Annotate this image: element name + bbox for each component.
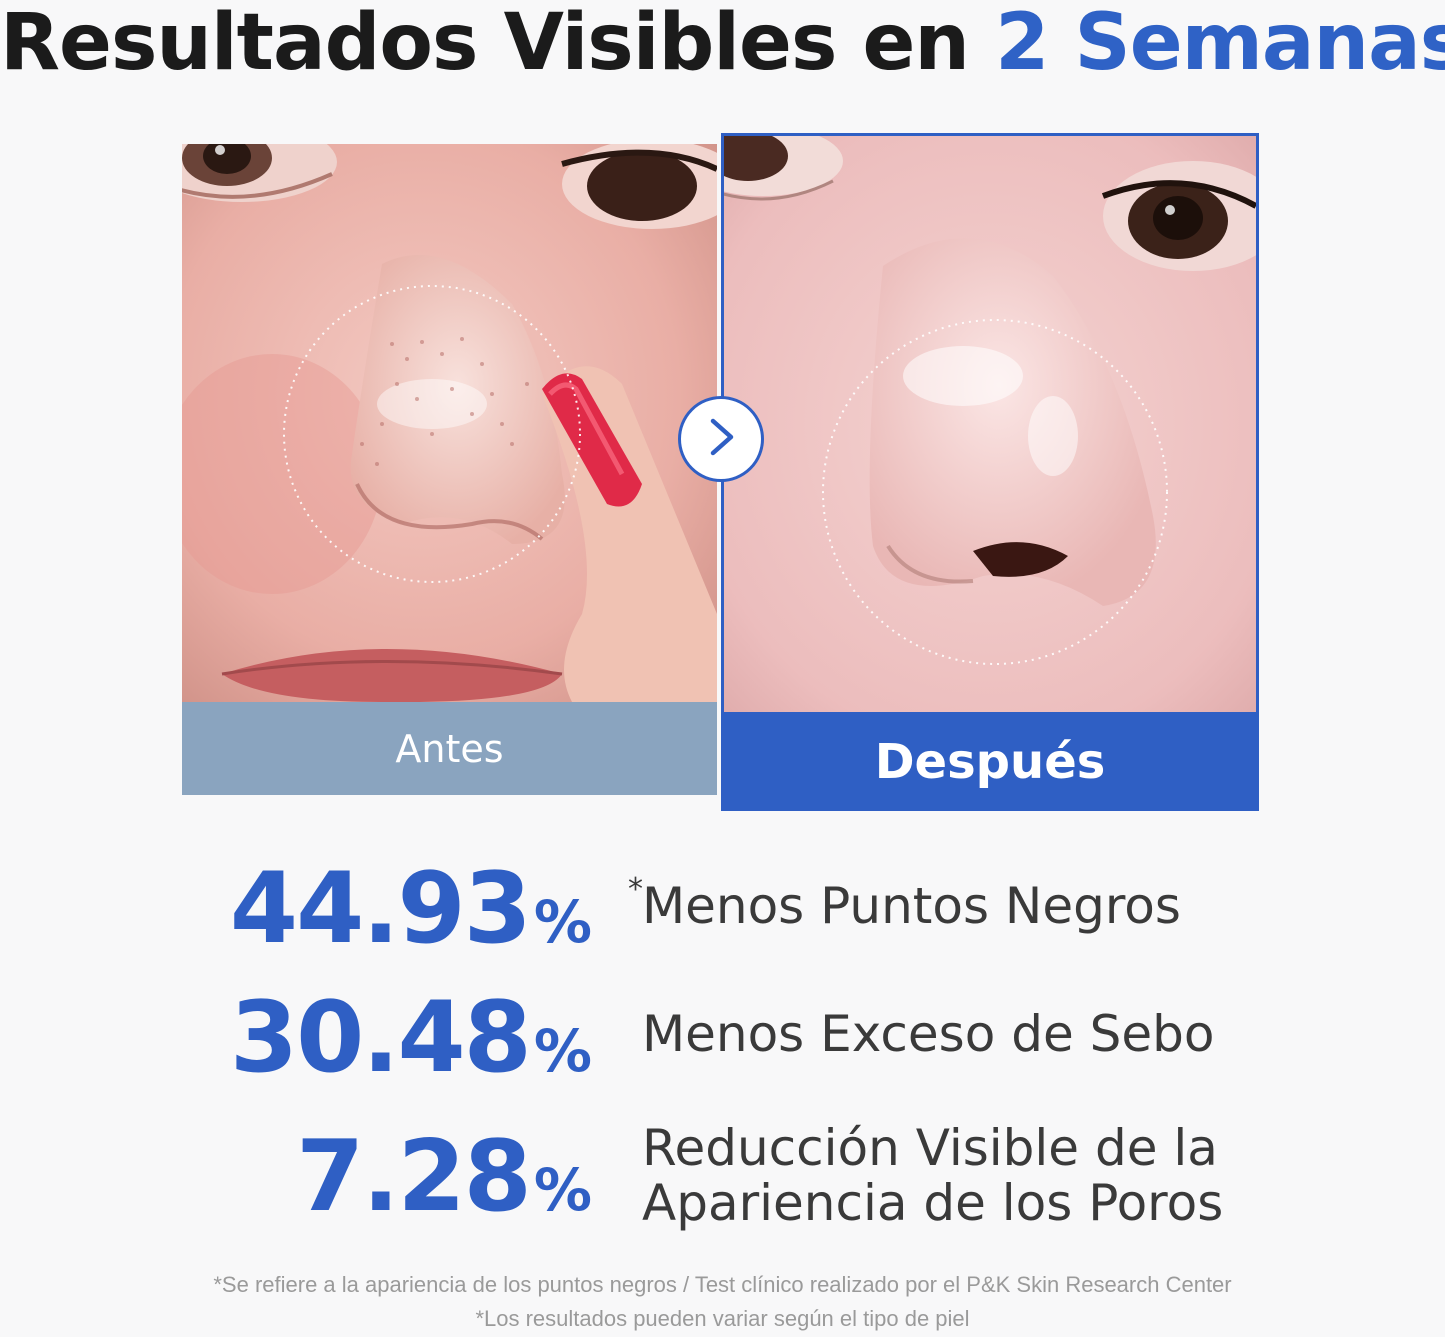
after-photo xyxy=(723,136,1256,712)
stat-label-pores-line1: Reducción Visible de la xyxy=(642,1119,1218,1177)
footnote-results: *Los resultados pueden variar según el t… xyxy=(475,1306,970,1331)
stat-number: 30.48 xyxy=(229,981,532,1095)
after-label: Después xyxy=(721,712,1259,811)
stat-value-sebum: 30.48% xyxy=(230,981,592,1095)
stat-label-pores-line2: Apariencia de los Poros xyxy=(642,1174,1224,1232)
footnote-clinical: *Se refiere a la apariencia de los punto… xyxy=(213,1272,1232,1297)
stat-unit: % xyxy=(533,1017,592,1085)
chevron-right-icon xyxy=(704,417,738,462)
page-title: Resultados Visibles en 2 Semanas xyxy=(0,0,1445,86)
title-accent: 2 Semanas xyxy=(995,0,1445,88)
stat-number: 7.28 xyxy=(296,1120,532,1234)
before-label: Antes xyxy=(182,702,717,795)
stat-number: 44.93 xyxy=(229,852,532,966)
title-text: Resultados Visibles en xyxy=(0,0,996,88)
stat-label-sebum: Menos Exceso de Sebo xyxy=(642,1005,1215,1063)
stat-unit: % xyxy=(533,888,592,956)
stat-value-blackheads: 44.93% xyxy=(230,852,592,966)
stat-value-pores: 7.28% xyxy=(296,1120,592,1234)
stat-unit: % xyxy=(533,1156,592,1224)
compare-arrow-button[interactable] xyxy=(678,396,764,482)
asterisk-marker: * xyxy=(628,872,643,907)
stat-label-blackheads: Menos Puntos Negros xyxy=(642,877,1181,935)
before-photo xyxy=(182,144,717,702)
